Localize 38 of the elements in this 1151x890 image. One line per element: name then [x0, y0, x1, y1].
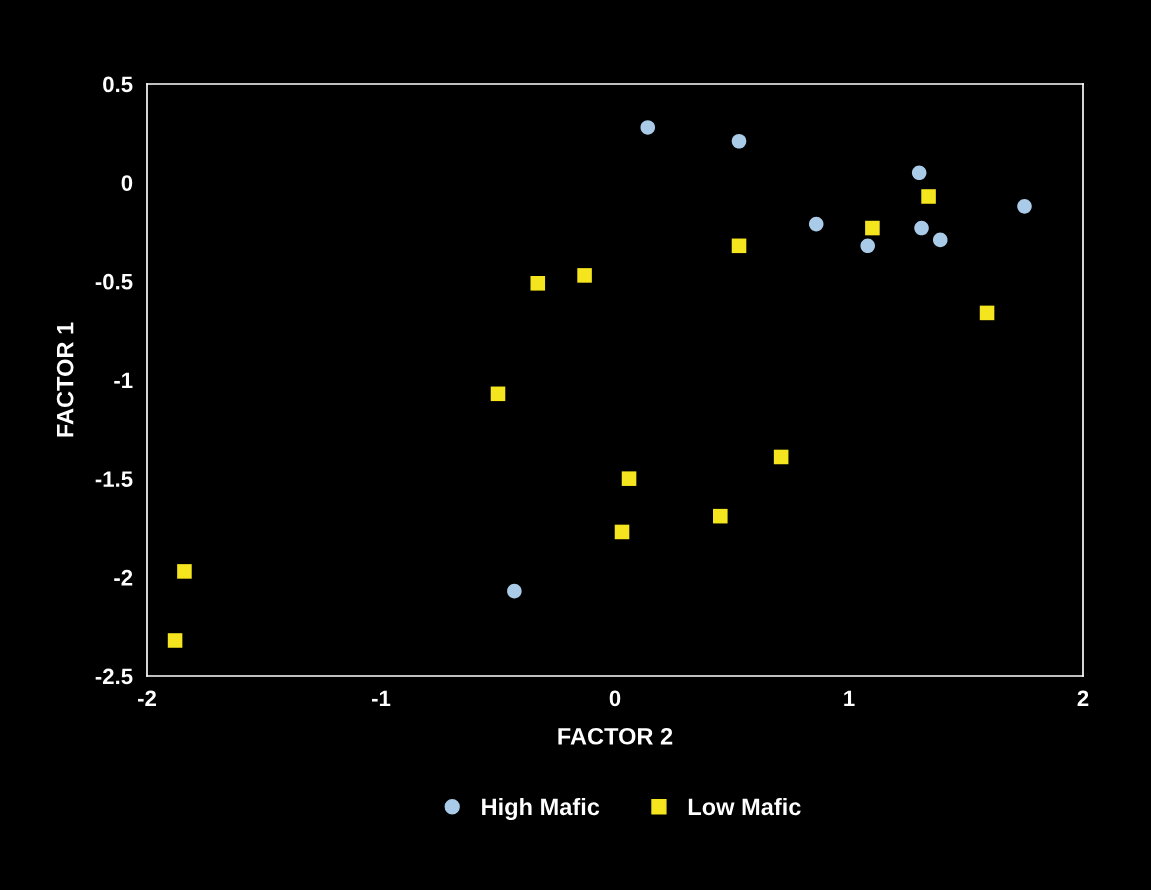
y-tick-label: -1 [114, 372, 133, 389]
y-tick-label: -0.5 [95, 273, 133, 290]
point [921, 189, 936, 204]
point [932, 232, 948, 248]
point [914, 220, 929, 236]
x-tick-label: 0 [609, 690, 621, 707]
y-tick-label: -2.5 [95, 668, 133, 685]
point [731, 238, 747, 254]
x-tick-label: 1 [844, 690, 855, 706]
point [621, 471, 637, 486]
x-axis-title: FACTOR 2 [558, 727, 673, 745]
point [490, 386, 506, 402]
point [860, 238, 875, 254]
point [865, 220, 880, 236]
point [808, 216, 824, 232]
point [577, 268, 592, 283]
point [614, 524, 630, 540]
legend-label: High Mafic [482, 797, 600, 820]
x-tick-label: -2 [137, 690, 156, 706]
point [640, 120, 656, 135]
x-tick-label: 2 [1077, 690, 1089, 706]
y-tick-label: 0.5 [103, 76, 133, 93]
y-tick-label: -2 [114, 569, 133, 586]
point [979, 305, 995, 321]
point [731, 133, 747, 149]
point [177, 564, 192, 579]
y-axis-title: FACTOR 1 [56, 322, 74, 437]
point [911, 165, 927, 181]
point [1017, 199, 1032, 214]
y-tick-label: 0 [121, 175, 133, 191]
legend-label: Low Mafic [688, 797, 801, 816]
point [713, 508, 728, 524]
point [507, 583, 522, 599]
x-tick-label: -1 [371, 690, 391, 706]
point [167, 633, 183, 648]
point [530, 276, 546, 291]
point [773, 449, 789, 465]
y-tick-label: -1.5 [95, 471, 133, 487]
